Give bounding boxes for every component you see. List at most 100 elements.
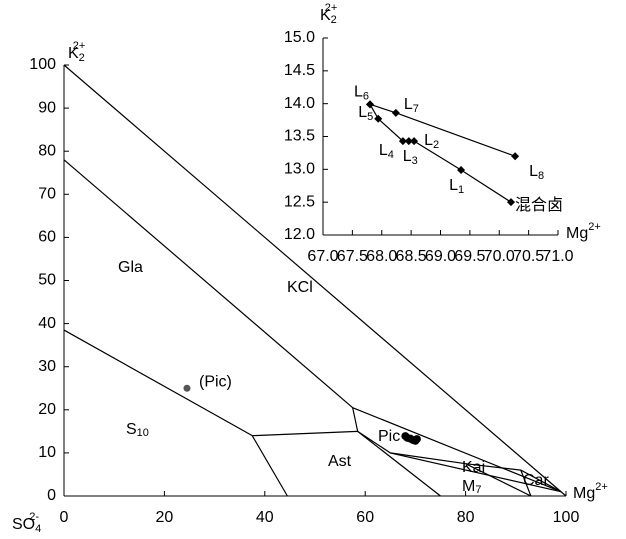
boundary-line (357, 430, 441, 497)
point-label-text: L (358, 104, 367, 121)
y-tick-label: 13.0 (284, 161, 315, 178)
point-label-sub: 1 (458, 184, 464, 196)
point-label-sub: 4 (388, 149, 394, 161)
point-label-text: L (449, 177, 458, 194)
point (404, 137, 413, 146)
point-label-text: L (354, 84, 363, 101)
y-tick-label: 30 (38, 358, 56, 375)
point (511, 152, 520, 161)
point-label: L8 (529, 163, 544, 182)
x-tick-label: 100 (553, 509, 580, 526)
y-axis-label-text: K (68, 45, 79, 62)
x-axis-label: Mg2+ (573, 481, 608, 502)
y-tick-label: 60 (38, 229, 56, 246)
point (391, 108, 400, 117)
boundary-line (352, 407, 562, 493)
point (374, 114, 383, 123)
pic-label: (Pic) (199, 373, 232, 390)
y-tick-label: 12.0 (284, 226, 315, 243)
y-tick-label: 50 (38, 272, 56, 289)
y-tick-label: 20 (38, 401, 56, 418)
x-axis-label-sup: 2+ (588, 221, 601, 233)
region-label: KCl (287, 279, 313, 296)
x-tick-label: 80 (457, 509, 475, 526)
point-label-text: L (379, 142, 388, 159)
y-tick-label: 80 (38, 142, 56, 159)
x-tick-label: 40 (256, 509, 274, 526)
point-label: L7 (404, 96, 419, 115)
point-label-text: L (424, 132, 433, 149)
boundary-line (63, 64, 567, 497)
boundary-line (63, 329, 253, 437)
y-tick-label: 14.0 (284, 95, 315, 112)
y-axis-label: K22+ (68, 40, 85, 64)
boundary-line (63, 159, 354, 409)
y-tick-label: 90 (38, 99, 56, 116)
y-tick-label: 13.5 (284, 128, 315, 145)
point (457, 165, 466, 174)
x-tick-label: 68.0 (366, 248, 397, 265)
region-text: KCl (287, 279, 313, 296)
point-label: L4 (379, 142, 394, 161)
y-tick-label: 10 (38, 444, 56, 461)
x-tick-label: 70.5 (513, 248, 544, 265)
point-label-sub: 6 (363, 90, 369, 102)
boundary-line (352, 407, 359, 432)
x-tick-label: 0 (60, 509, 69, 526)
point (410, 137, 419, 146)
y-axis-label-sub: 2 (79, 52, 85, 64)
y-tick-label: 100 (29, 56, 56, 73)
x-tick-label: 20 (156, 509, 174, 526)
y-axis-label-text: K (320, 7, 331, 24)
boundary-line (390, 452, 532, 497)
region-sub: 10 (137, 427, 149, 439)
region-label: Pic (378, 428, 400, 445)
region-text: Ast (328, 453, 352, 470)
region-text: M (462, 478, 475, 495)
y-axis-label: K22+ (320, 2, 337, 26)
y-tick-label: 14.5 (284, 62, 315, 79)
point (412, 435, 421, 444)
region-sub: 7 (475, 484, 481, 496)
y-axis-label-sub: 2 (331, 14, 337, 26)
point-label-text: L (529, 163, 538, 180)
point-label-sub: 2 (433, 139, 439, 151)
y-tick-label: 40 (38, 315, 56, 332)
point (366, 100, 374, 109)
pic-point (183, 384, 191, 392)
region-label: S10 (126, 421, 149, 439)
y-axis-label-sup: 2+ (325, 2, 338, 14)
region-label: Ast (328, 453, 352, 470)
region-text: S (126, 421, 137, 438)
point-label: L5 (358, 104, 373, 123)
x-tick-label: 70.0 (484, 248, 515, 265)
x-tick-label: 67.5 (337, 248, 368, 265)
point-label-sub: 5 (367, 111, 373, 123)
region-text: Gla (118, 259, 143, 276)
x-tick-label: 68.5 (396, 248, 427, 265)
x-axis-label-text: Mg (573, 485, 595, 502)
x-tick-label: 69.5 (454, 248, 485, 265)
region-label: M7 (462, 478, 481, 496)
x-axis-label: Mg2+ (566, 221, 601, 242)
y-tick-label: 12.5 (284, 193, 315, 210)
x-tick-label: 71.0 (542, 248, 573, 265)
origin-label: SO42- (12, 511, 41, 535)
point-label: 混合卤 (515, 196, 563, 214)
point-label-text: L (403, 148, 412, 165)
boundary-line (251, 435, 288, 497)
origin-label-sup: 2- (29, 511, 39, 523)
point (507, 198, 515, 207)
y-tick-label: 70 (38, 186, 56, 203)
point-label: L6 (354, 84, 369, 103)
y-axis-label-sup: 2+ (73, 40, 86, 52)
region-text: Pic (378, 428, 400, 445)
x-tick-label: 69.0 (425, 248, 456, 265)
point-label: L1 (449, 177, 464, 196)
point (398, 137, 407, 146)
x-axis-label-sup: 2+ (595, 481, 608, 493)
x-tick-label: 60 (356, 509, 374, 526)
region-label: Gla (118, 259, 143, 276)
y-tick-label: 0 (47, 487, 56, 504)
